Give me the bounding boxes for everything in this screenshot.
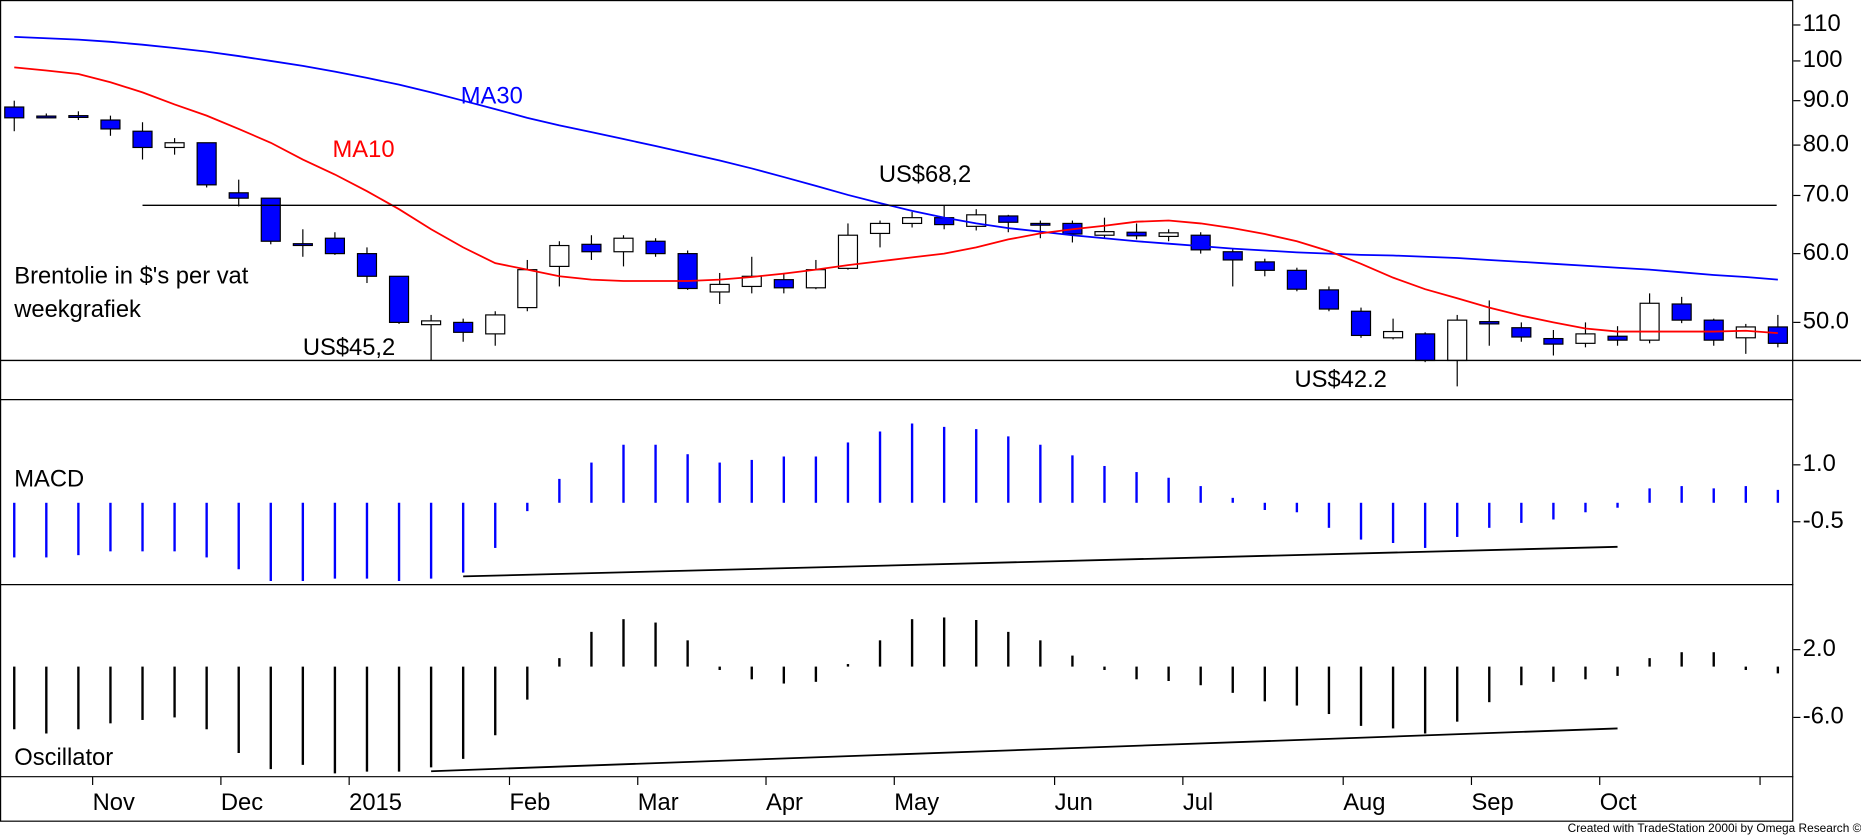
- candle-body: [196, 142, 217, 186]
- y-tick-label: -0.5: [1803, 508, 1844, 534]
- trend-line: [463, 545, 1618, 578]
- candle-body: [260, 197, 281, 242]
- candle-body: [869, 222, 891, 235]
- candle-body: [1511, 327, 1532, 338]
- y-tick-label: 60.0: [1803, 240, 1849, 266]
- series-label: MA10: [333, 137, 395, 163]
- x-tick-label: Nov: [93, 790, 135, 816]
- candle-body: [485, 314, 506, 335]
- candle-body: [677, 253, 698, 290]
- candle-body: [1735, 326, 1756, 339]
- annotation: US$42.2: [1295, 367, 1387, 393]
- candle-body: [1318, 289, 1340, 310]
- x-tick-label: May: [894, 790, 939, 816]
- candle-body: [549, 244, 570, 268]
- y-tick-label: 110: [1803, 11, 1841, 37]
- candle-body: [1030, 222, 1051, 226]
- panel-title: MACD: [14, 467, 84, 493]
- annotation: US$68,2: [879, 162, 971, 188]
- candle-body: [1158, 232, 1179, 238]
- candle-body: [709, 283, 730, 293]
- candle-body: [36, 115, 57, 119]
- candle-body: [1190, 234, 1211, 251]
- candle-body: [1350, 310, 1372, 337]
- y-tick-label: 80.0: [1803, 131, 1849, 157]
- candle-body: [837, 234, 859, 269]
- candle-body: [1286, 269, 1307, 290]
- x-tick-label: Feb: [509, 790, 550, 816]
- candle-body: [581, 243, 602, 253]
- y-tick-label: 90.0: [1803, 87, 1849, 113]
- chart-subtitle: weekgrafiek: [13, 297, 141, 323]
- candle-body: [1767, 326, 1788, 344]
- annotation: US$45,2: [303, 335, 395, 361]
- x-tick-label: Jul: [1183, 790, 1213, 816]
- candle-body: [453, 321, 474, 333]
- candle-body: [1222, 251, 1243, 261]
- candle-body: [1575, 333, 1596, 344]
- candle-body: [773, 279, 794, 289]
- frame: [0, 0, 1794, 822]
- candle-body: [1126, 231, 1147, 237]
- y-tick-label: 1.0: [1803, 451, 1836, 477]
- candle-body: [613, 237, 634, 253]
- candle-body: [1671, 303, 1692, 321]
- candle-body: [100, 119, 121, 130]
- candle-body: [645, 240, 666, 255]
- candle-body: [1479, 321, 1500, 325]
- candle-body: [132, 130, 153, 149]
- y-tick-label: 70.0: [1803, 182, 1849, 208]
- candle-body: [805, 269, 826, 289]
- candle-body: [1254, 261, 1275, 271]
- candle-body: [966, 214, 987, 227]
- y-tick-label: 2.0: [1803, 636, 1836, 662]
- candle-body: [292, 243, 313, 247]
- candle-body: [4, 106, 25, 119]
- candle-body: [1382, 330, 1404, 339]
- footer: Created with TradeStation 2000i by Omega…: [1568, 821, 1861, 835]
- candle-body: [517, 269, 538, 309]
- candle-body: [1415, 333, 1436, 362]
- candle-body: [421, 320, 442, 326]
- candle-body: [998, 215, 1019, 223]
- moving-average: [14, 66, 1778, 334]
- candle-body: [901, 217, 923, 225]
- candle-body: [68, 115, 89, 119]
- x-tick-label: Mar: [638, 790, 679, 816]
- candle-body: [1703, 319, 1724, 341]
- candle-body: [1639, 302, 1660, 341]
- x-tick-label: Dec: [221, 790, 263, 816]
- x-tick-label: Jun: [1055, 790, 1093, 816]
- moving-average: [14, 35, 1778, 281]
- series-label: MA30: [461, 84, 523, 110]
- panel-title: Oscillator: [14, 745, 113, 771]
- candle-body: [1607, 335, 1628, 341]
- x-tick-label: Apr: [766, 790, 803, 816]
- candle-body: [1447, 319, 1468, 362]
- y-tick-label: -6.0: [1803, 704, 1844, 730]
- candle-body: [164, 142, 185, 149]
- x-tick-label: Sep: [1471, 790, 1513, 816]
- candle-body: [388, 275, 410, 323]
- candle-body: [1094, 231, 1115, 236]
- x-tick-label: Oct: [1600, 790, 1637, 816]
- candle-body: [324, 237, 346, 255]
- x-tick-label: 2015: [349, 790, 402, 816]
- y-tick-label: 50.0: [1803, 309, 1849, 335]
- candle-body: [1543, 337, 1564, 345]
- candle-body: [356, 253, 378, 277]
- x-tick-label: Aug: [1343, 790, 1385, 816]
- chart-title: Brentolie in $'s per vat: [14, 264, 249, 290]
- trend-line: [431, 727, 1618, 773]
- candle-body: [228, 192, 249, 199]
- y-tick-label: 100: [1803, 47, 1843, 73]
